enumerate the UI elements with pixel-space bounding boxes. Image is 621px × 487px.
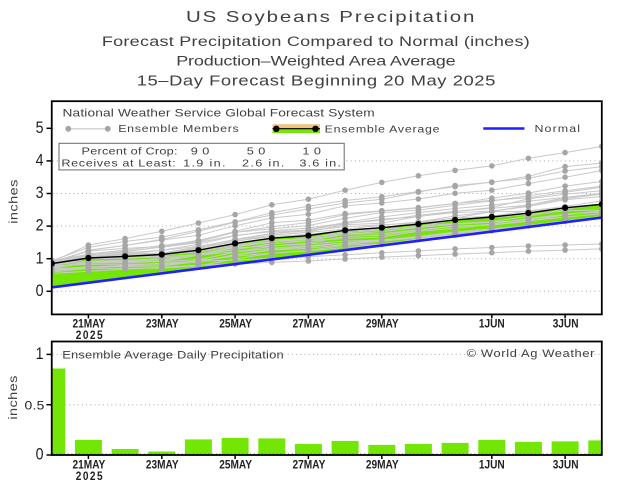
svg-text:25MAY: 25MAY: [219, 459, 252, 472]
svg-text:Ensemble Average Daily Precipi: Ensemble Average Daily Precipitation: [62, 348, 284, 361]
svg-text:5: 5: [36, 119, 44, 137]
svg-text:29MAY: 29MAY: [366, 318, 399, 331]
svg-text:1JUN: 1JUN: [479, 318, 505, 331]
svg-text:Production–Weighted Area Avera: Production–Weighted Area Average: [176, 53, 455, 69]
svg-text:National Weather Service Globa: National Weather Service Global Forecast…: [63, 107, 375, 119]
svg-text:21MAY: 21MAY: [73, 318, 106, 331]
svg-text:25MAY: 25MAY: [219, 318, 252, 331]
svg-text:1.9 in.: 1.9 in.: [183, 158, 227, 170]
svg-text:29MAY: 29MAY: [366, 459, 399, 472]
svg-text:1JUN: 1JUN: [479, 459, 505, 472]
svg-text:US Soybeans Precipitation: US Soybeans Precipitation: [186, 7, 476, 25]
svg-text:23MAY: 23MAY: [146, 318, 179, 331]
svg-text:3JUN: 3JUN: [553, 318, 579, 331]
svg-text:0: 0: [36, 282, 44, 300]
svg-text:2025: 2025: [76, 470, 104, 483]
svg-text:15–Day Forecast Beginning 20 M: 15–Day Forecast Beginning 20 May 2025: [137, 72, 496, 89]
svg-text:27MAY: 27MAY: [293, 318, 326, 331]
svg-text:Percent of Crop:: Percent of Crop:: [82, 145, 178, 157]
svg-text:27MAY: 27MAY: [293, 459, 326, 472]
svg-text:23MAY: 23MAY: [146, 459, 179, 472]
svg-text:2025: 2025: [76, 329, 104, 342]
svg-text:50: 50: [247, 145, 270, 157]
svg-text:inches: inches: [7, 179, 20, 223]
svg-text:3JUN: 3JUN: [553, 459, 579, 472]
svg-text:Ensemble Members: Ensemble Members: [118, 124, 239, 134]
svg-text:2: 2: [36, 217, 44, 235]
svg-text:3.6 in.: 3.6 in.: [299, 158, 342, 170]
svg-text:0.5: 0.5: [25, 399, 45, 413]
svg-text:Ensemble Average: Ensemble Average: [325, 125, 441, 135]
svg-text:3: 3: [36, 184, 44, 202]
svg-text:Receives at Least:: Receives at Least:: [61, 158, 176, 170]
svg-text:2.6 in.: 2.6 in.: [242, 158, 286, 170]
svg-text:4: 4: [36, 152, 44, 170]
svg-text:21MAY: 21MAY: [73, 459, 106, 472]
svg-text:© World Ag Weather: © World Ag Weather: [467, 347, 595, 360]
svg-text:1: 1: [36, 345, 44, 363]
svg-text:10: 10: [302, 145, 325, 157]
svg-text:90: 90: [191, 145, 214, 157]
svg-text:inches: inches: [6, 375, 19, 419]
svg-text:1: 1: [36, 249, 44, 267]
svg-text:Forecast Precipitation Compare: Forecast Precipitation Compared to Norma…: [102, 34, 530, 50]
svg-text:Normal: Normal: [535, 124, 582, 134]
svg-text:0: 0: [36, 446, 44, 464]
